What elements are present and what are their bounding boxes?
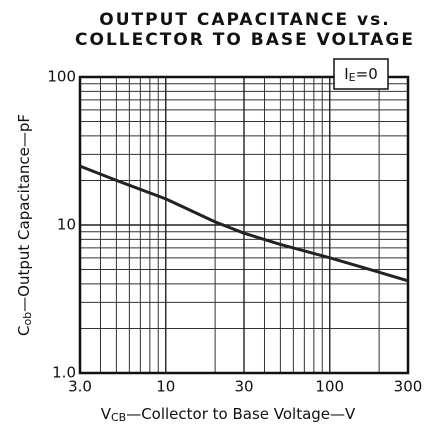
chart-title: COLLECTOR TO BASE VOLTAGE	[75, 30, 415, 50]
y-tick-label: 10	[57, 216, 76, 234]
data-line	[79, 164, 409, 283]
x-axis-label-rest: —Collector to Base Voltage—V	[126, 405, 356, 423]
x-axis-label: VCB—Collector to Base Voltage—V	[101, 405, 356, 425]
y-axis-label: Cob—Output Capacitance—pF	[15, 114, 35, 336]
x-tick-label: 30	[234, 378, 253, 396]
y-tick-label: 100	[47, 68, 76, 86]
annotation: IE=0	[344, 65, 378, 85]
x-tick-label: 10	[156, 378, 175, 396]
annotation-main: I	[344, 65, 348, 83]
x-axis-label-sub: CB	[111, 411, 126, 424]
annotation-rest: =0	[356, 65, 378, 83]
y-tick-label: 1.0	[52, 364, 76, 382]
plot-frame	[78, 75, 410, 375]
y-axis-label-main: C	[15, 326, 33, 336]
chart-title: OUTPUT CAPACITANCE vs.	[99, 10, 390, 30]
y-axis-label-rest: —Output Capacitance—pF	[15, 114, 33, 312]
x-tick-label: 300	[394, 378, 423, 396]
annotation-sub: E	[349, 71, 356, 84]
annotation-box	[333, 58, 389, 90]
x-axis-label-main: V	[101, 405, 112, 423]
y-axis-label-sub: ob	[21, 312, 34, 326]
x-tick-label: 3.0	[68, 378, 92, 396]
x-tick-label: 100	[315, 378, 344, 396]
